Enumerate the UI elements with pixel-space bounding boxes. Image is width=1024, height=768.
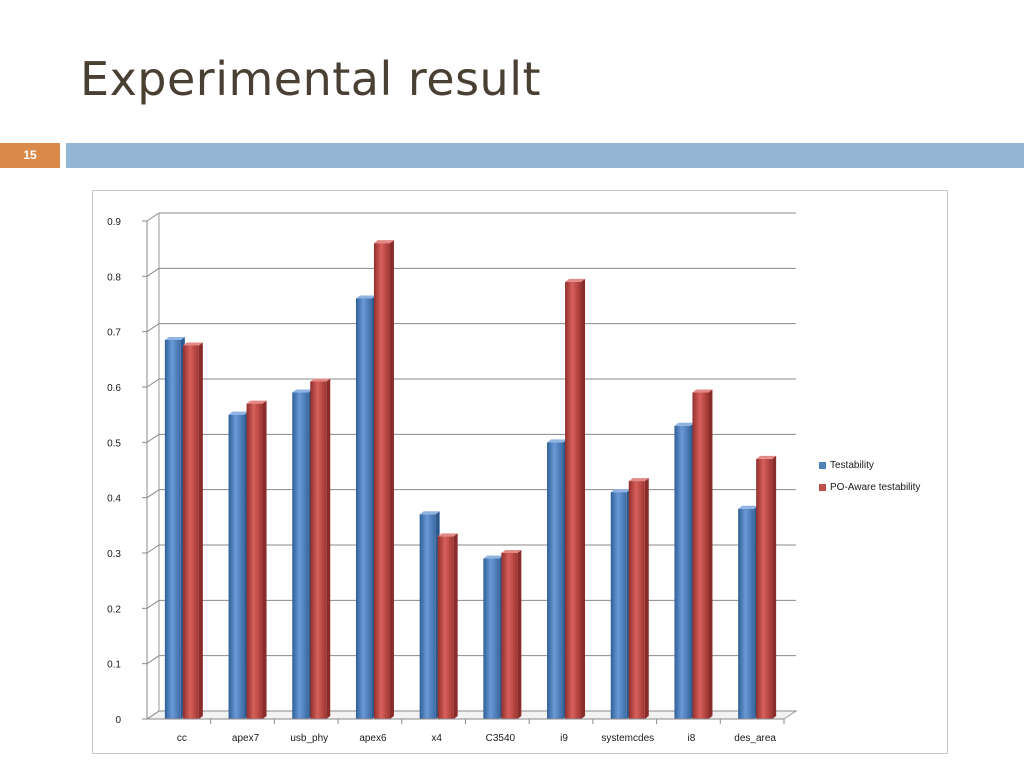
chart-frame: 0 0.1 0.2 0.3 0.4 0.5 0.6 0.7 0.8 0.9 cc apex7 usb_p… bbox=[92, 190, 948, 754]
bar-side bbox=[708, 389, 713, 719]
y-tick-label: 0.8 bbox=[107, 272, 121, 283]
bar-side bbox=[517, 550, 522, 719]
bar-top bbox=[437, 533, 458, 537]
y-tick-label: 0 bbox=[115, 715, 121, 726]
bar-top bbox=[228, 411, 249, 415]
bar-top bbox=[419, 511, 440, 515]
bar-top bbox=[674, 422, 695, 426]
bar bbox=[437, 536, 454, 719]
bar-top bbox=[164, 336, 185, 340]
bar-top bbox=[756, 455, 777, 459]
x-tick-label: cc bbox=[177, 733, 187, 744]
bar bbox=[419, 514, 436, 719]
y-tick-label: 0.1 bbox=[107, 660, 121, 671]
bar-top bbox=[628, 478, 649, 482]
chart-legend: Testability PO-Aware testability bbox=[819, 454, 920, 498]
bar-side bbox=[198, 342, 203, 719]
y-tick-label: 0.5 bbox=[107, 438, 121, 449]
bar-chart: 0 0.1 0.2 0.3 0.4 0.5 0.6 0.7 0.8 0.9 cc apex7 usb_p… bbox=[107, 212, 798, 744]
bar-top bbox=[182, 342, 203, 346]
x-tick-label: apex7 bbox=[232, 733, 260, 744]
bar-side bbox=[581, 278, 586, 719]
bar bbox=[565, 281, 582, 719]
bar bbox=[355, 298, 372, 719]
bar bbox=[310, 381, 327, 719]
bar bbox=[483, 558, 500, 719]
x-tick-label: i9 bbox=[560, 733, 568, 744]
x-tick-label: des_area bbox=[734, 733, 776, 744]
y-tick-label: 0.2 bbox=[107, 604, 121, 615]
legend-item-testability: Testability bbox=[819, 454, 920, 476]
bar-side bbox=[262, 400, 267, 719]
legend-label-testability: Testability bbox=[830, 459, 874, 471]
bar-top bbox=[355, 295, 376, 299]
gridline-depth bbox=[146, 378, 160, 388]
y-tick-label: 0.9 bbox=[107, 217, 121, 228]
bar-top bbox=[373, 240, 394, 244]
gridline-depth bbox=[146, 433, 160, 443]
bar bbox=[292, 392, 309, 719]
bar-side bbox=[389, 240, 394, 719]
slide-title: Experimental result bbox=[80, 52, 542, 106]
gridline-depth bbox=[146, 323, 160, 333]
bar-top bbox=[483, 555, 504, 559]
bar bbox=[501, 553, 518, 719]
x-tick-label: systemcdes bbox=[601, 733, 654, 744]
gridline-depth bbox=[146, 710, 160, 720]
gridline-depth bbox=[146, 489, 160, 499]
page-number-badge: 15 bbox=[0, 143, 60, 168]
legend-swatch-po-aware-testability bbox=[819, 483, 826, 491]
x-tick-label: apex6 bbox=[359, 733, 387, 744]
bar bbox=[373, 243, 390, 719]
bar-side bbox=[453, 533, 458, 719]
gridline-depth bbox=[146, 212, 160, 222]
gridline-depth bbox=[146, 544, 160, 554]
bar-top bbox=[292, 389, 313, 393]
bar bbox=[246, 403, 263, 719]
y-tick-label: 0.7 bbox=[107, 328, 121, 339]
gridline-depth bbox=[146, 655, 160, 665]
bar bbox=[756, 458, 773, 719]
bar-side bbox=[326, 378, 331, 719]
bar bbox=[547, 442, 564, 719]
y-tick-label: 0.6 bbox=[107, 383, 121, 394]
bar bbox=[738, 508, 755, 719]
bar-top bbox=[310, 378, 331, 382]
x-tick-label: x4 bbox=[431, 733, 442, 744]
bar bbox=[610, 492, 627, 719]
bar bbox=[674, 425, 691, 719]
bar bbox=[628, 481, 645, 719]
bar-side bbox=[644, 478, 649, 719]
gridline-depth bbox=[146, 599, 160, 609]
y-tick-label: 0.3 bbox=[107, 549, 121, 560]
bar-top bbox=[501, 550, 522, 553]
bar bbox=[228, 414, 245, 719]
legend-swatch-testability bbox=[819, 461, 826, 469]
gridline-depth bbox=[146, 267, 160, 277]
x-tick-label: i8 bbox=[688, 733, 696, 744]
bar-top bbox=[547, 439, 568, 443]
bar-top bbox=[692, 389, 713, 393]
bar-top bbox=[246, 400, 267, 404]
bar-top bbox=[610, 489, 631, 493]
bar-top bbox=[738, 505, 759, 509]
legend-label-po-aware-testability: PO-Aware testability bbox=[830, 481, 921, 493]
bar bbox=[182, 345, 199, 719]
bar-top bbox=[565, 278, 586, 282]
header-accent-band bbox=[66, 143, 1024, 168]
y-tick-label: 0.4 bbox=[107, 494, 121, 505]
x-tick-label: usb_phy bbox=[290, 733, 328, 744]
x-tick-label: C3540 bbox=[486, 733, 516, 744]
bar bbox=[692, 392, 709, 719]
bar bbox=[164, 339, 181, 719]
legend-item-po-aware-testability: PO-Aware testability bbox=[819, 476, 920, 498]
bar-side bbox=[772, 455, 777, 719]
